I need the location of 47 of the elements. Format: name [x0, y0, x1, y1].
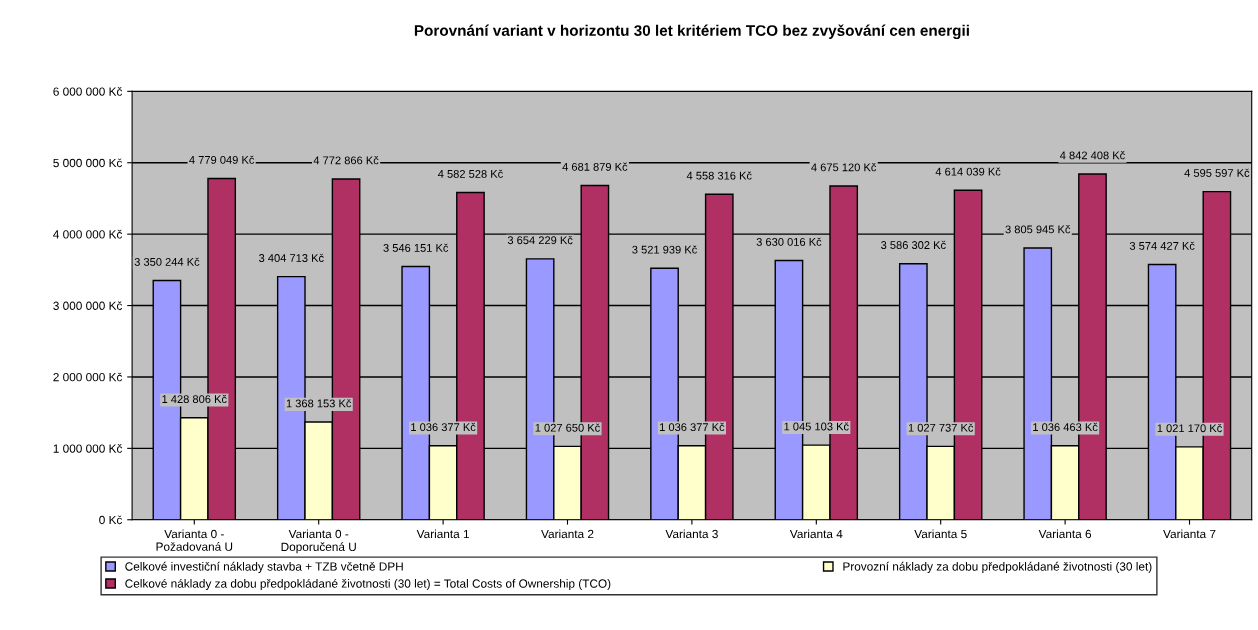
data-label: 4 595 597 Kč	[1184, 168, 1250, 177]
data-label: 4 779 049 Kč	[189, 155, 255, 164]
data-label: 4 675 120 Kč	[811, 163, 877, 172]
data-label: 3 404 713 Kč	[259, 253, 324, 262]
x-tick-label: Varianta 4	[789, 529, 843, 539]
y-tick-label: 2 000 000 Kč	[53, 372, 123, 382]
data-label: 1 036 463 Kč	[1033, 422, 1098, 432]
legend-label: Celkové náklady za dobu předpokládané životnosti (30 let) = Total Costs of Ownership (TCO)	[125, 578, 611, 591]
y-tick-label: 4 000 000 Kč	[53, 229, 123, 239]
data-label: 1 027 650 Kč	[535, 423, 600, 432]
x-tick-label: Varianta 1	[416, 529, 469, 539]
x-tick-label: Varianta 5	[914, 529, 967, 539]
x-tick-label: Varianta 0 - Požadovaná U	[156, 529, 233, 551]
data-label: 1 368 153 Kč	[286, 399, 352, 408]
y-tick-label: 3 000 000 Kč	[53, 301, 123, 310]
legend-label: Provozní náklady za dobu předpokládané životnosti (30 let)	[843, 561, 1152, 574]
data-label: 4 842 408 Kč	[1059, 151, 1125, 160]
data-label: 3 630 016 Kč	[756, 237, 822, 246]
x-tick-label: Varianta 7	[1163, 529, 1216, 539]
data-label: 1 021 170 Kč	[1157, 423, 1222, 433]
data-label: 4 772 866 Kč	[313, 156, 379, 165]
y-tick-label: 0 Kč	[99, 515, 123, 525]
data-label: 3 574 427 Kč	[1129, 241, 1195, 250]
data-label: 4 614 039 Kč	[935, 167, 1001, 176]
data-label: 3 546 151 Kč	[383, 243, 449, 252]
y-tick-label: 6 000 000 Kč	[53, 87, 123, 96]
y-tick-label: 5 000 000 Kč	[53, 158, 123, 168]
legend-label: Celkové investiční náklady stavba + TZB včetně DPH	[125, 561, 403, 574]
data-label: 4 582 528 Kč	[437, 169, 503, 178]
x-tick-label: Varianta 0 - Doporučená U	[281, 529, 356, 554]
data-label: 1 428 806 Kč	[162, 394, 227, 404]
data-label: 3 805 945 Kč	[1005, 225, 1071, 234]
data-label: 3 654 229 Kč	[507, 235, 573, 245]
data-label: 1 027 737 Kč	[908, 423, 974, 432]
data-label: 1 045 103 Kč	[784, 422, 849, 431]
data-label: 3 350 244 Kč	[134, 257, 200, 266]
chart-title: Porovnání variant v horizontu 30 let kritériem TCO bez zvyšování cen energii	[414, 24, 969, 40]
x-tick-label: Varianta 2	[541, 529, 594, 539]
x-tick-label: Varianta 3	[665, 529, 718, 539]
data-label: 3 521 939 Kč	[632, 245, 697, 254]
data-label: 1 036 377 Kč	[660, 422, 725, 432]
data-label: 1 036 377 Kč	[411, 422, 476, 432]
x-tick-label: Varianta 6	[1038, 529, 1092, 539]
data-label: 4 558 316 Kč	[686, 171, 752, 180]
y-tick-label: 1 000 000 Kč	[53, 444, 123, 453]
data-label: 4 681 879 Kč	[562, 162, 628, 171]
data-label: 3 586 302 Kč	[881, 240, 946, 249]
